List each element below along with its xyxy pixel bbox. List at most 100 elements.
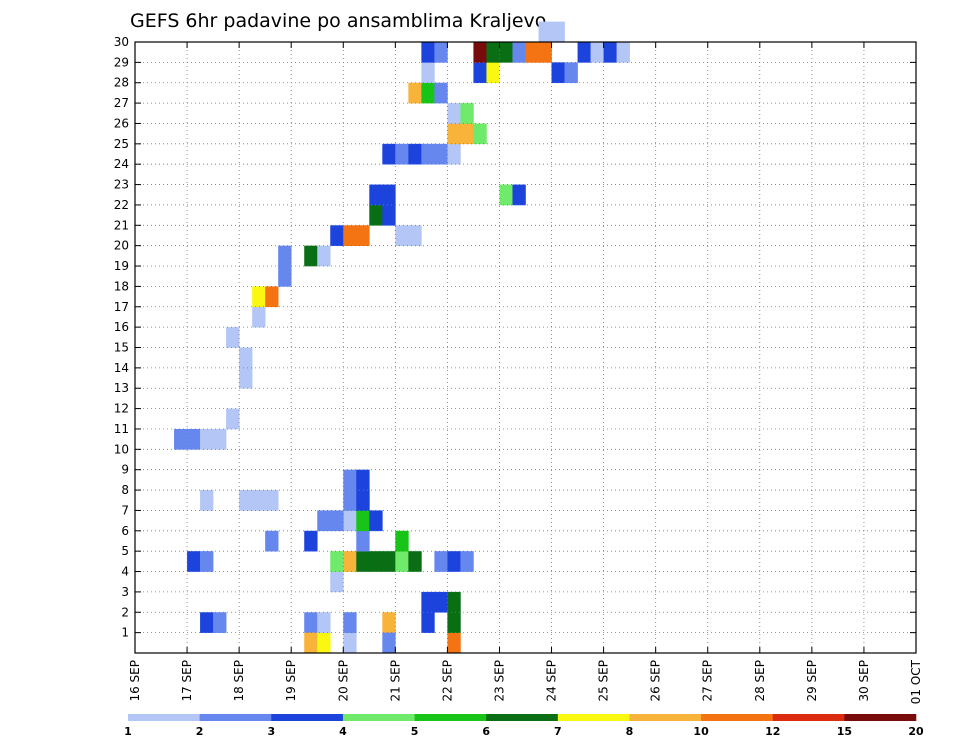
heatmap-cell	[603, 42, 617, 63]
y-tick-label: 22	[114, 198, 129, 212]
heatmap-cell	[434, 143, 448, 165]
x-tick-label: 16 SEP	[128, 660, 142, 702]
y-tick-label: 15	[114, 341, 129, 355]
heatmap-cell	[395, 530, 409, 552]
colorbar-label: 8	[626, 725, 634, 738]
heatmap-cell	[408, 225, 422, 246]
colorbar-label: 3	[267, 725, 275, 738]
heatmap-cell	[395, 551, 409, 572]
heatmap-cell	[330, 551, 344, 572]
heatmap-cell	[382, 204, 396, 226]
heatmap-cell	[174, 428, 188, 450]
colorbar-label: 20	[908, 725, 924, 738]
heatmap-cell	[382, 632, 396, 654]
heatmap-cell	[330, 510, 344, 532]
y-tick-label: 21	[114, 218, 129, 232]
heatmap-cell	[343, 225, 357, 246]
colorbar-segment	[414, 714, 487, 721]
x-tick-label: 24 SEP	[545, 660, 559, 702]
heatmap-cell	[447, 632, 461, 654]
heatmap-cell	[343, 490, 357, 511]
heatmap-cell	[343, 469, 357, 491]
colorbar-segment	[629, 714, 702, 721]
heatmap-cell	[213, 428, 227, 450]
heatmap-cell	[304, 612, 318, 633]
heatmap-cells	[174, 21, 630, 654]
y-tick-label: 23	[114, 178, 129, 192]
x-tick-label: 29 SEP	[805, 660, 819, 702]
heatmap-cell	[343, 612, 357, 633]
heatmap-cell	[460, 551, 474, 572]
heatmap-cell	[317, 632, 331, 654]
x-tick-label: 19 SEP	[284, 660, 298, 702]
heatmap-cell	[512, 42, 526, 63]
heatmap-cell	[226, 327, 240, 348]
heatmap-cell	[408, 82, 422, 104]
x-tick-label: 21 SEP	[388, 660, 402, 702]
y-tick-label: 20	[114, 239, 129, 253]
heatmap-cell	[382, 184, 396, 206]
colorbar-segment	[486, 714, 559, 721]
heatmap-cell	[317, 612, 331, 633]
y-axis-ticks: 1234567891011121314151617181920212223242…	[114, 35, 916, 640]
colorbar-label: 5	[411, 725, 419, 738]
heatmap-cell	[200, 490, 214, 511]
colorbar-segment	[342, 714, 415, 721]
colorbar-segment	[557, 714, 630, 721]
heatmap-cell	[421, 612, 435, 633]
y-tick-label: 13	[114, 381, 129, 395]
heatmap-cell	[447, 123, 461, 145]
heatmap-cell	[564, 62, 578, 84]
y-tick-label: 16	[114, 320, 129, 334]
heatmap-cell	[239, 347, 253, 369]
heatmap-cell	[421, 591, 435, 613]
heatmap-cell	[486, 62, 500, 84]
heatmap-cell	[213, 612, 227, 633]
heatmap-cell	[421, 82, 435, 104]
y-tick-label: 25	[114, 137, 129, 151]
colorbar-segment	[128, 714, 200, 721]
heatmap-cell	[421, 62, 435, 84]
chart-title: GEFS 6hr padavine po ansamblima Kraljevo	[130, 10, 546, 32]
heatmap-cell	[447, 143, 461, 165]
heatmap-cell	[265, 530, 279, 552]
heatmap-cell	[330, 571, 344, 593]
colorbar-segment	[199, 714, 272, 721]
heatmap-cell	[187, 551, 201, 572]
heatmap-cell	[278, 266, 292, 287]
heatmap-cell	[187, 428, 201, 450]
heatmap-cell	[239, 367, 253, 389]
heatmap-cell	[382, 551, 396, 572]
y-tick-label: 8	[121, 483, 129, 497]
y-tick-label: 12	[114, 402, 129, 416]
heatmap-cell	[369, 551, 383, 572]
heatmap-cell	[343, 632, 357, 654]
y-tick-label: 4	[121, 565, 129, 579]
colorbar-label: 15	[837, 725, 852, 738]
heatmap-cell	[356, 551, 370, 572]
heatmap-cell	[551, 21, 565, 43]
heatmap-cell	[369, 204, 383, 226]
colorbar-label: 7	[554, 725, 562, 738]
heatmap-cell	[434, 591, 448, 613]
heatmap-cell	[473, 42, 487, 63]
heatmap-cell	[200, 612, 214, 633]
y-tick-label: 7	[121, 503, 129, 517]
heatmap-cell	[304, 245, 318, 267]
x-tick-label: 18 SEP	[232, 660, 246, 702]
heatmap-cell	[447, 551, 461, 572]
heatmap-cell	[317, 245, 331, 267]
heatmap-cell	[447, 103, 461, 124]
heatmap-cell	[395, 143, 409, 165]
y-tick-label: 5	[121, 544, 129, 558]
heatmap-cell	[356, 469, 370, 491]
heatmap-cell	[356, 225, 370, 246]
heatmap-cell	[408, 143, 422, 165]
heatmap-cell	[278, 245, 292, 267]
heatmap-cell	[200, 428, 214, 450]
heatmap-cell	[486, 42, 500, 63]
colorbar-segment	[844, 714, 917, 721]
colorbar: 1 2 3 4 5 6 7 8 10 12 15 20	[124, 714, 924, 738]
colorbar-segment	[701, 714, 774, 721]
